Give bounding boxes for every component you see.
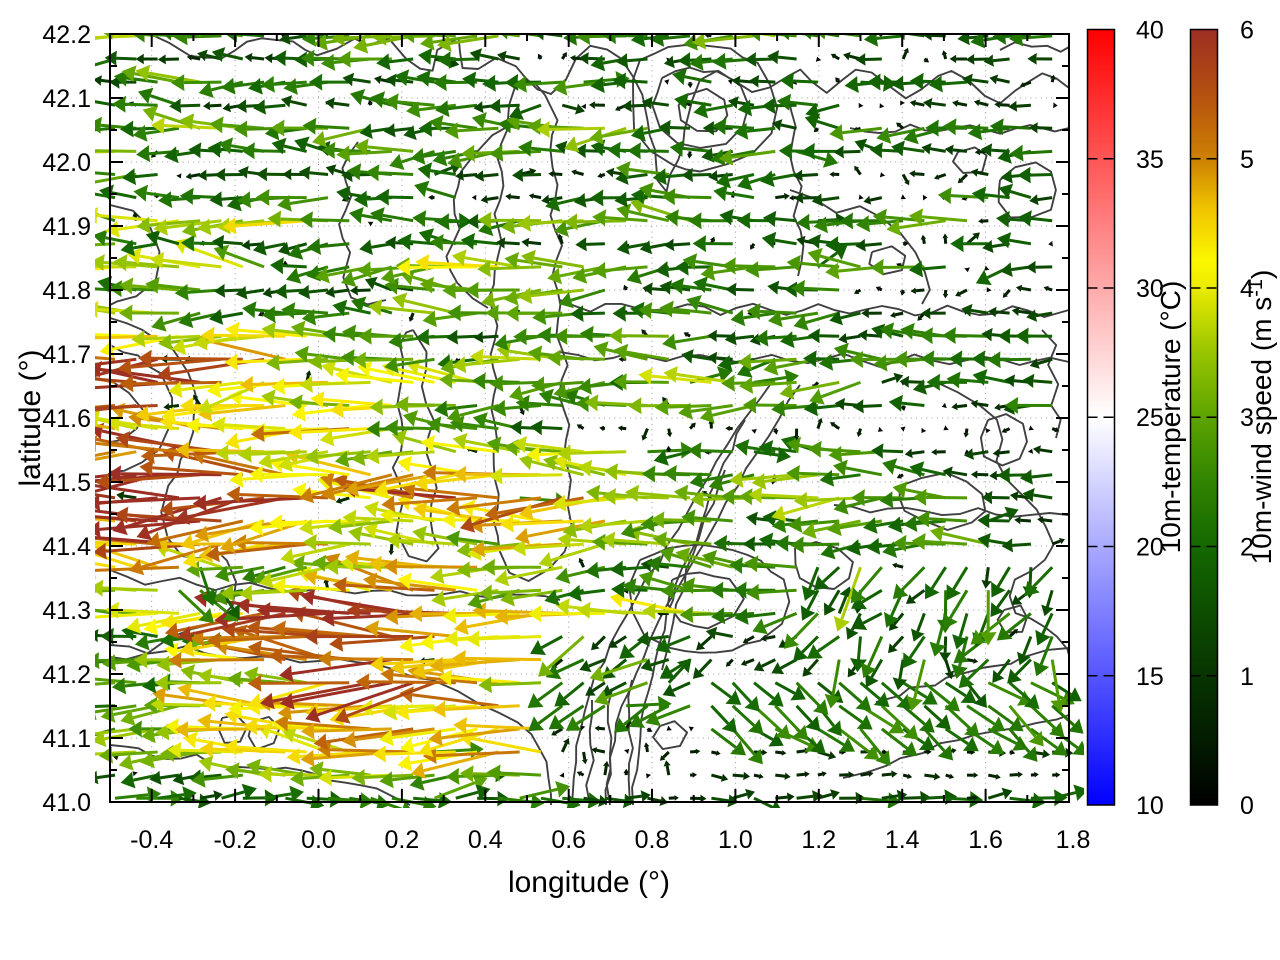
svg-text:-0.4: -0.4 <box>130 826 173 854</box>
svg-text:41.3: 41.3 <box>42 597 91 625</box>
svg-text:42.0: 42.0 <box>42 149 91 177</box>
svg-text:15: 15 <box>1136 663 1164 691</box>
svg-text:42.1: 42.1 <box>42 85 91 113</box>
svg-text:41.0: 41.0 <box>42 789 91 817</box>
svg-text:1.6: 1.6 <box>968 826 1003 854</box>
svg-text:40: 40 <box>1136 17 1164 45</box>
svg-text:-0.2: -0.2 <box>214 826 257 854</box>
svg-text:41.8: 41.8 <box>42 277 91 305</box>
svg-text:1.8: 1.8 <box>1056 826 1091 854</box>
svg-text:3: 3 <box>1240 404 1254 432</box>
svg-text:2: 2 <box>1240 534 1254 562</box>
svg-text:20: 20 <box>1136 534 1164 562</box>
svg-text:latitude (°): latitude (°) <box>14 349 47 486</box>
svg-text:41.4: 41.4 <box>42 533 91 561</box>
svg-text:41.6: 41.6 <box>42 405 91 433</box>
svg-text:41.9: 41.9 <box>42 213 91 241</box>
svg-text:0.0: 0.0 <box>301 826 336 854</box>
svg-text:0.8: 0.8 <box>635 826 670 854</box>
svg-text:1.4: 1.4 <box>885 826 920 854</box>
svg-text:41.5: 41.5 <box>42 469 91 497</box>
svg-text:41.2: 41.2 <box>42 661 91 689</box>
svg-text:10m-temperature (°C): 10m-temperature (°C) <box>1155 281 1186 554</box>
svg-text:1: 1 <box>1240 663 1254 691</box>
svg-text:30: 30 <box>1136 275 1164 303</box>
svg-text:35: 35 <box>1136 146 1164 174</box>
svg-text:25: 25 <box>1136 404 1164 432</box>
svg-text:10m-wind speed (m s-1): 10m-wind speed (m s-1) <box>1245 270 1277 565</box>
svg-text:0: 0 <box>1240 792 1254 820</box>
svg-text:41.1: 41.1 <box>42 725 91 753</box>
svg-text:41.7: 41.7 <box>42 341 91 369</box>
svg-text:0.2: 0.2 <box>385 826 420 854</box>
svg-text:10: 10 <box>1136 792 1164 820</box>
svg-text:0.6: 0.6 <box>551 826 586 854</box>
svg-text:1.2: 1.2 <box>801 826 836 854</box>
svg-text:5: 5 <box>1240 146 1254 174</box>
svg-text:6: 6 <box>1240 17 1254 45</box>
svg-text:4: 4 <box>1240 275 1254 303</box>
svg-text:longitude (°): longitude (°) <box>508 866 670 899</box>
svg-text:42.2: 42.2 <box>42 21 91 49</box>
svg-text:0.4: 0.4 <box>468 826 503 854</box>
svg-text:1.0: 1.0 <box>718 826 753 854</box>
